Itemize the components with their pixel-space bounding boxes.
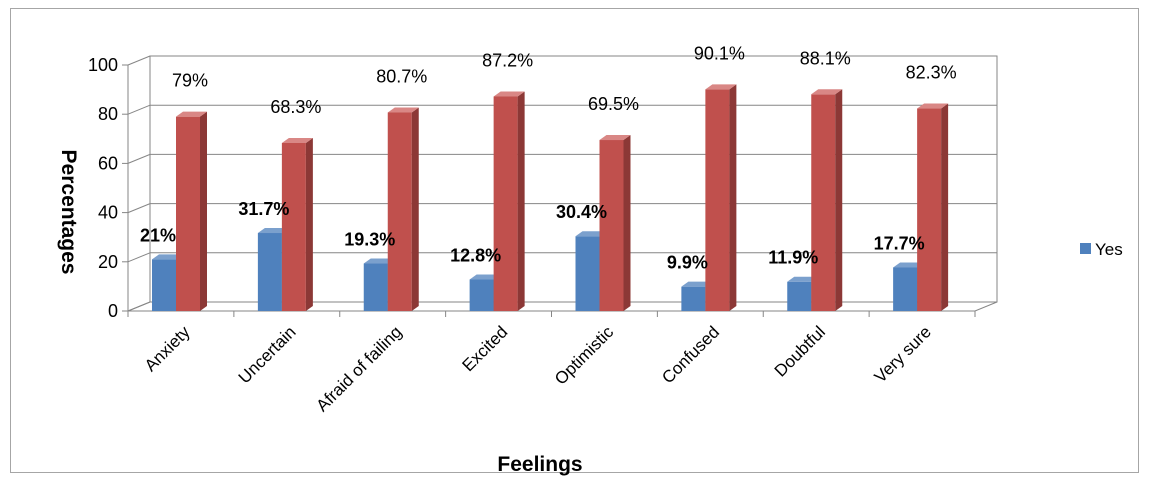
bar-series-2 xyxy=(281,137,313,311)
bar-series-2 xyxy=(387,107,419,311)
bar-front xyxy=(363,263,388,311)
bar-series-2 xyxy=(811,89,843,311)
bar-series-2 xyxy=(917,103,949,312)
bar-side xyxy=(517,91,525,311)
bar-front xyxy=(493,96,518,311)
bar-top xyxy=(893,262,925,268)
bar-front xyxy=(281,142,306,311)
x-tick-label: Optimistic xyxy=(551,322,618,389)
bar-front xyxy=(705,89,730,311)
y-tick-label: 0 xyxy=(108,301,118,321)
bar-side xyxy=(200,111,207,311)
legend-swatch-yes xyxy=(1080,243,1091,254)
x-tick-label: Confused xyxy=(658,322,723,387)
gridline-side xyxy=(127,153,151,164)
gridline-side xyxy=(127,301,151,312)
y-tick-label: 60 xyxy=(98,153,118,173)
legend-label-yes: Yes xyxy=(1095,240,1123,259)
x-tick-label: Very sure xyxy=(871,322,935,386)
bar-front xyxy=(917,108,942,312)
bar-front xyxy=(787,281,812,311)
data-labels: 21% 79% 31.7% 68.3% 19.3% 80.7% 12.8% 87.2% 30.4… xyxy=(140,43,957,272)
bar-top xyxy=(493,91,525,97)
gridline-side xyxy=(127,55,151,66)
data-label-series-2: 79% xyxy=(172,71,208,91)
y-axis-title: Percentages xyxy=(57,150,80,275)
bars xyxy=(152,84,949,312)
bar-series-2 xyxy=(176,111,207,311)
bar-side xyxy=(835,89,843,311)
bar-front xyxy=(681,286,706,311)
data-label-series-2: 69.5% xyxy=(588,94,639,114)
data-label-yes: 19.3% xyxy=(344,230,395,250)
bar-top xyxy=(787,276,819,282)
bar-front xyxy=(893,267,918,311)
data-label-yes: 17.7% xyxy=(874,233,925,253)
legend: Yes xyxy=(1080,240,1123,259)
data-label-series-2: 87.2% xyxy=(482,50,533,70)
x-axis-title: Feelings xyxy=(497,453,582,476)
bar-front xyxy=(152,259,176,311)
bar-top xyxy=(681,281,713,287)
bar-top xyxy=(281,137,313,143)
data-label-yes: 9.9% xyxy=(667,253,708,273)
x-tick-label: Anxiety xyxy=(141,322,194,375)
y-tick-label: 80 xyxy=(98,104,118,124)
bar-series-2 xyxy=(599,135,631,311)
bar-top xyxy=(917,103,949,109)
x-tick-labels: Anxiety Uncertain Afraid of failing Excited… xyxy=(141,322,935,415)
gridline-side xyxy=(127,252,151,263)
bar-front xyxy=(176,116,200,311)
bar-series-2 xyxy=(705,84,737,311)
data-label-yes: 21% xyxy=(140,225,176,245)
data-label-yes: 11.9% xyxy=(768,248,818,268)
bar-front xyxy=(257,233,282,311)
bar-series-2 xyxy=(493,91,525,311)
bar-front xyxy=(599,140,624,311)
x-tick-label: Excited xyxy=(459,322,512,375)
y-tick-label: 100 xyxy=(88,55,118,75)
data-label-yes: 30.4% xyxy=(556,202,607,222)
y-tick-labels: 0 20 40 60 80 100 xyxy=(88,55,118,321)
bar-top xyxy=(599,135,631,141)
data-label-series-2: 90.1% xyxy=(694,43,745,63)
y-tick-label: 40 xyxy=(98,203,118,223)
bar-side xyxy=(411,107,419,311)
data-label-series-2: 68.3% xyxy=(270,97,321,117)
bar-side xyxy=(941,103,949,312)
data-label-series-2: 80.7% xyxy=(376,66,427,86)
data-label-series-2: 88.1% xyxy=(800,48,851,68)
bar-side xyxy=(729,84,737,311)
bar-side xyxy=(305,137,313,311)
bar-top xyxy=(257,228,289,234)
y-tick-label: 20 xyxy=(98,252,118,272)
gridline-side xyxy=(127,104,151,115)
bar-front xyxy=(811,94,836,311)
bar-side xyxy=(623,135,631,311)
bar-top xyxy=(705,84,737,90)
x-tick-label: Doubtful xyxy=(771,322,829,380)
bar-top xyxy=(575,231,607,237)
bar-front xyxy=(575,236,600,311)
bar-top xyxy=(387,107,419,113)
bar-top xyxy=(152,254,183,260)
bar-top xyxy=(176,111,207,117)
bar-top xyxy=(363,258,395,264)
data-label-yes: 12.8% xyxy=(450,246,501,266)
bar-top xyxy=(811,89,843,95)
data-label-series-2: 82.3% xyxy=(906,63,957,83)
bar-front xyxy=(469,279,494,311)
data-label-yes: 31.7% xyxy=(238,199,289,219)
bar-top xyxy=(469,274,501,280)
x-tick-label: Uncertain xyxy=(235,322,300,387)
x-tick-label: Afraid of failing xyxy=(313,322,406,415)
bar-front xyxy=(387,112,412,311)
gridline-side xyxy=(127,203,151,214)
